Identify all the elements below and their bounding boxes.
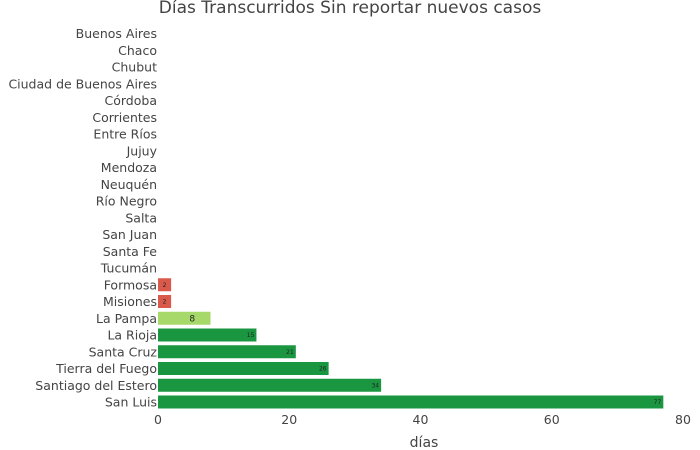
bar-value-label: 15 [247, 332, 255, 339]
bar[interactable] [158, 328, 257, 342]
category-label: Santiago del Estero [35, 378, 157, 393]
bar-value-label: 77 [654, 399, 662, 406]
x-tick-label: 60 [544, 412, 560, 427]
category-label: Mendoza [101, 160, 157, 175]
bar-value-label: 2 [163, 299, 167, 306]
bar-value-label: 21 [286, 349, 294, 356]
bar[interactable] [158, 345, 296, 359]
category-label: Misiones [103, 294, 157, 309]
bar[interactable] [158, 362, 329, 375]
x-axis-title: días [410, 435, 439, 450]
category-label: San Juan [102, 227, 157, 242]
x-axis-ticks: 0 20 40 60 80 [154, 412, 691, 427]
category-label: Río Negro [96, 194, 157, 209]
category-label: Neuquén [101, 177, 157, 192]
bar[interactable] [158, 395, 664, 409]
bar[interactable] [158, 378, 382, 392]
bar-value-label: 34 [371, 382, 379, 389]
bar[interactable] [158, 278, 172, 292]
category-label: Córdoba [105, 93, 157, 108]
category-label: Formosa [104, 277, 157, 292]
x-tick-label: 80 [675, 412, 691, 427]
bar[interactable] [158, 295, 172, 308]
category-label: Salta [125, 210, 157, 225]
bar-value-label: 8 [189, 314, 195, 324]
category-label: Chaco [118, 43, 157, 58]
bars-layer: 2 2 8 15 21 26 34 77 [158, 278, 664, 409]
category-label: Buenos Aires [76, 26, 157, 41]
bar-value-label: 26 [319, 366, 327, 373]
chart-title: Días Transcurridos Sin reportar nuevos c… [159, 0, 542, 18]
category-label: Santa Cruz [89, 344, 158, 359]
category-label: La Pampa [96, 311, 157, 326]
category-label: Ciudad de Buenos Aires [8, 76, 157, 91]
x-tick-label: 0 [154, 412, 162, 427]
x-tick-label: 40 [413, 412, 429, 427]
category-label: Entre Ríos [93, 127, 157, 142]
category-label: Santa Fe [103, 244, 158, 259]
bar[interactable] [158, 311, 211, 325]
x-tick-label: 20 [281, 412, 297, 427]
category-label: La Rioja [107, 328, 157, 343]
category-label: Jujuy [126, 143, 158, 158]
category-label: San Luis [105, 395, 157, 410]
category-label: Corrientes [92, 110, 157, 125]
category-label: Tucumán [100, 261, 157, 276]
category-label: Tierra del Fuego [55, 361, 157, 376]
category-label: Chubut [112, 60, 157, 75]
bar-value-label: 2 [163, 282, 167, 289]
